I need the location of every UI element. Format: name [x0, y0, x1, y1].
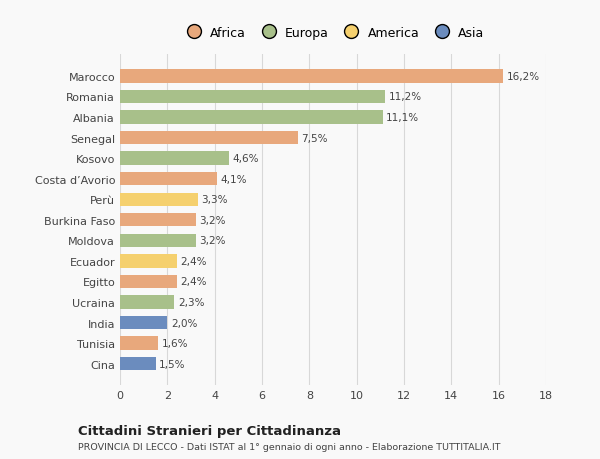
Bar [120, 132, 298, 145]
Text: 11,2%: 11,2% [389, 92, 422, 102]
Bar [120, 316, 167, 330]
Text: PROVINCIA DI LECCO - Dati ISTAT al 1° gennaio di ogni anno - Elaborazione TUTTIT: PROVINCIA DI LECCO - Dati ISTAT al 1° ge… [78, 442, 500, 451]
Bar [120, 193, 198, 207]
Text: 16,2%: 16,2% [507, 72, 540, 82]
Bar [120, 213, 196, 227]
Text: 2,0%: 2,0% [171, 318, 197, 328]
Text: 3,2%: 3,2% [199, 236, 226, 246]
Text: 3,3%: 3,3% [202, 195, 228, 205]
Bar [120, 255, 177, 268]
Bar [120, 337, 158, 350]
Text: 11,1%: 11,1% [386, 113, 419, 123]
Text: 2,3%: 2,3% [178, 297, 205, 308]
Bar [120, 90, 385, 104]
Bar [120, 275, 177, 289]
Bar [120, 70, 503, 84]
Text: 3,2%: 3,2% [199, 215, 226, 225]
Text: 1,6%: 1,6% [161, 338, 188, 348]
Text: 2,4%: 2,4% [181, 256, 207, 266]
Text: 4,1%: 4,1% [221, 174, 247, 185]
Text: 4,6%: 4,6% [232, 154, 259, 164]
Bar [120, 296, 175, 309]
Text: 2,4%: 2,4% [181, 277, 207, 287]
Bar [120, 234, 196, 247]
Bar [120, 111, 383, 124]
Text: 1,5%: 1,5% [159, 359, 185, 369]
Bar [120, 152, 229, 165]
Text: 7,5%: 7,5% [301, 133, 328, 143]
Bar [120, 357, 155, 370]
Legend: Africa, Europa, America, Asia: Africa, Europa, America, Asia [176, 22, 490, 45]
Text: Cittadini Stranieri per Cittadinanza: Cittadini Stranieri per Cittadinanza [78, 424, 341, 437]
Bar [120, 173, 217, 186]
